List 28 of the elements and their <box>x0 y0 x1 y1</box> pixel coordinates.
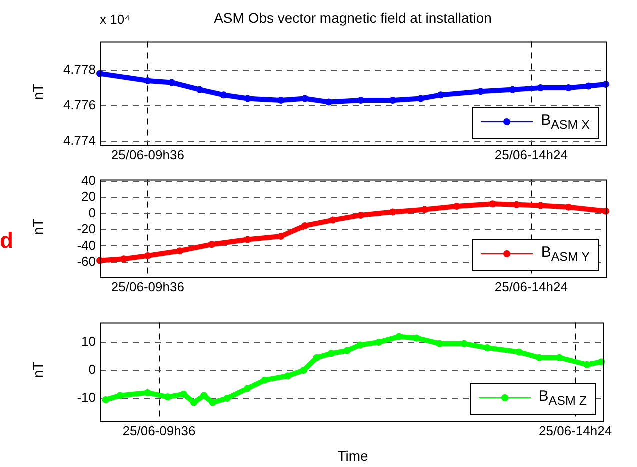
y-axis-title: nT <box>30 83 46 100</box>
y-tick-label: -40 <box>77 238 96 253</box>
y-tick-label: 10 <box>82 334 96 350</box>
chart-title: ASM Obs vector magnetic field at installation <box>214 10 492 26</box>
y-tick-label: 20 <box>82 189 96 204</box>
y-tick-label: -20 <box>77 222 96 237</box>
x-tick-label: 25/06-14h24 <box>494 279 568 294</box>
text: d <box>0 228 14 254</box>
x-tick-label: 25/06-09h36 <box>122 423 196 438</box>
y-axis-title: nT <box>30 218 46 235</box>
y-tick-label: -60 <box>77 254 96 269</box>
y-tick-label: 0 <box>88 205 96 220</box>
x-axis-title: Time <box>336 448 370 464</box>
x-tick-label: 25/06-14h24 <box>494 147 568 162</box>
x-tick-label: 25/06-09h36 <box>111 147 184 162</box>
legend-label: B$_{ASM X}$ <box>541 112 590 132</box>
y-tick-label: 4.774 <box>63 133 96 148</box>
text: x 10⁴ <box>100 12 130 27</box>
x-tick-label: 25/06-09h36 <box>111 279 184 294</box>
y-tick-label: -10 <box>77 390 96 406</box>
y-tick-label: 0 <box>88 362 96 378</box>
y-tick-label: 40 <box>82 173 96 188</box>
y-tick-label: 4.778 <box>63 62 96 77</box>
legend-label: B$_{ASM Y}$ <box>541 244 590 264</box>
y-tick-label: 4.776 <box>63 97 96 112</box>
legend-label: B$_{ASM Z}$ <box>538 388 587 408</box>
x-tick-label: 25/06-14h24 <box>539 423 612 438</box>
y-axis-title: nT <box>30 362 46 378</box>
